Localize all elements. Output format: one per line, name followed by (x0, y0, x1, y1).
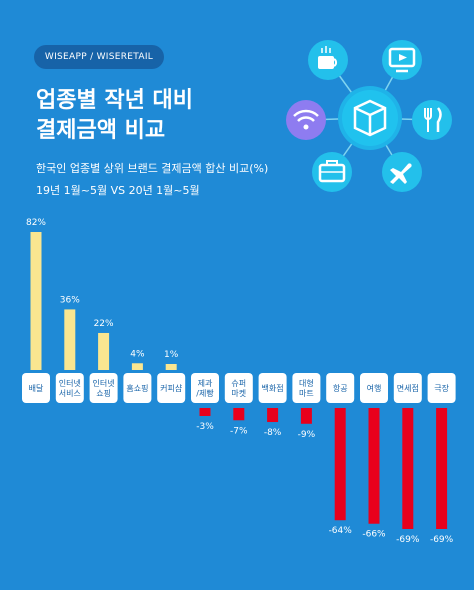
bar (165, 364, 177, 370)
subtitle-line-2: 19년 1월~5월 VS 20년 1월~5월 (36, 184, 200, 197)
value-label: -7% (230, 426, 248, 436)
value-label: 4% (130, 349, 145, 359)
title-line-2: 결제금액 비교 (36, 118, 166, 143)
bar (199, 408, 211, 416)
value-label: -8% (264, 428, 282, 438)
bar (334, 408, 346, 521)
value-label: 36% (60, 295, 80, 305)
bar (30, 232, 42, 370)
category-label: 면세점 (397, 383, 419, 393)
category-label: 마켓 (231, 388, 246, 398)
value-label: -69% (430, 535, 454, 545)
box-icon (338, 86, 402, 150)
value-label: -69% (396, 535, 420, 545)
category-label: 인터넷 (93, 378, 115, 388)
bar (233, 408, 245, 421)
category-label: 백화점 (262, 383, 284, 393)
category-label: 항공 (333, 384, 348, 393)
category-box (360, 373, 388, 403)
bar (300, 408, 312, 424)
category-label: 인터넷 (59, 378, 81, 388)
category-box (326, 373, 355, 403)
value-label: -3% (196, 422, 214, 432)
category-label: /제빵 (196, 388, 214, 398)
category-label: 대형 (299, 379, 314, 388)
category-box (89, 373, 118, 403)
category-box (292, 373, 321, 403)
category-label: 커피샵 (160, 383, 183, 393)
category-label: 홈쇼핑 (126, 383, 148, 393)
bar (402, 408, 414, 529)
category-label: 배달 (29, 384, 44, 393)
subtitle-line-1: 한국인 업종별 상위 브랜드 결제금액 합산 비교(%) (36, 162, 269, 175)
bar (267, 408, 279, 423)
category-box (55, 373, 84, 403)
page-title: 업종별 작년 대비 결제금액 비교 (36, 86, 193, 146)
bar (368, 408, 380, 524)
category-label: 극장 (434, 383, 449, 393)
category-box (123, 373, 152, 403)
tv-icon (382, 40, 422, 80)
luggage-icon (312, 152, 352, 192)
subtitle: 한국인 업종별 상위 브랜드 결제금액 합산 비교(%) 19년 1월~5월 V… (36, 158, 268, 202)
category-label: 마트 (299, 389, 314, 398)
title-line-1: 업종별 작년 대비 (36, 88, 193, 113)
bar (64, 309, 76, 370)
coffee-icon (308, 40, 348, 80)
category-label: 여행 (367, 383, 382, 393)
restaurant-icon (412, 100, 452, 140)
value-label: -66% (362, 530, 386, 540)
category-box (393, 373, 422, 403)
category-box (427, 373, 456, 403)
category-box (258, 373, 287, 403)
icon-cluster (286, 40, 452, 192)
airplane-icon (382, 152, 422, 192)
bar (98, 332, 110, 370)
bar (436, 408, 448, 529)
category-label: 제과 (198, 379, 213, 388)
value-label: -9% (298, 430, 316, 440)
category-box (224, 373, 253, 403)
category-label: 서비스 (59, 389, 81, 398)
wifi-icon (286, 100, 326, 140)
category-box (22, 373, 50, 403)
category-label: 쇼핑 (96, 388, 111, 398)
brand-badge: WISEAPP / WISERETAIL (34, 45, 164, 69)
value-label: 22% (94, 319, 114, 329)
value-label: 82% (26, 218, 46, 228)
category-label: 슈퍼 (231, 379, 246, 388)
value-label: 1% (164, 350, 179, 360)
bar (131, 363, 143, 370)
category-box (157, 373, 186, 403)
category-box (191, 373, 219, 403)
value-label: -64% (329, 526, 353, 536)
